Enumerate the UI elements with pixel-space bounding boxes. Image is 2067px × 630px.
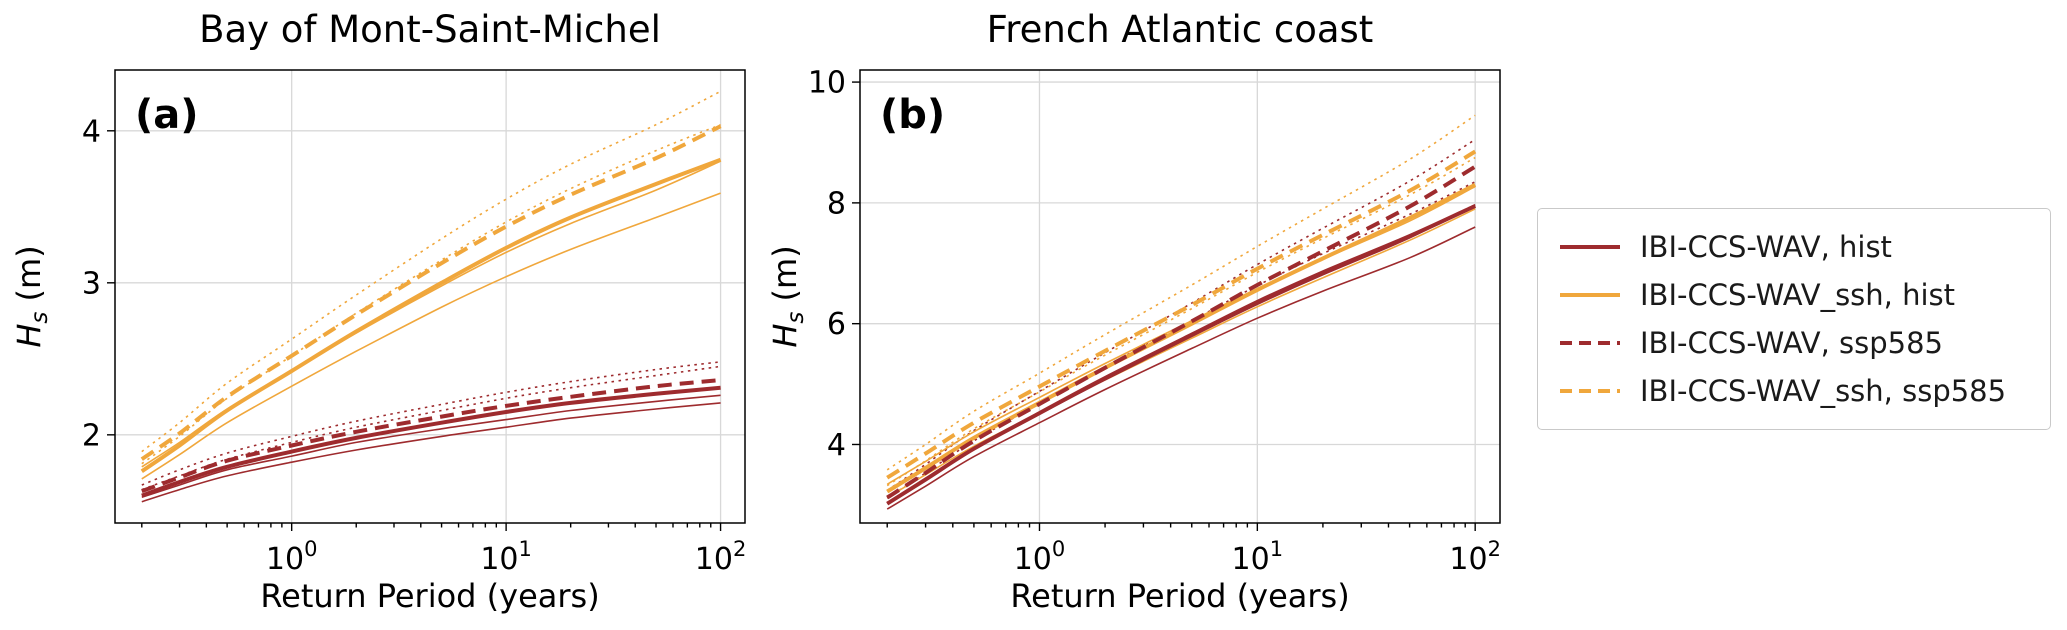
- x-tick-labels: 100 101 102: [1014, 537, 1501, 577]
- ci-lower-1: [141, 192, 721, 480]
- svg-text:102: 102: [695, 537, 747, 577]
- series-line-0: [886, 204, 1477, 506]
- legend-label: IBI-CCS-WAV_ssh, ssp585: [1640, 374, 2007, 408]
- legend-line-sample: [1560, 341, 1620, 345]
- legend-label: IBI-CCS-WAV, hist: [1640, 230, 1892, 264]
- ci-upper-2: [141, 361, 721, 486]
- svg-text:101: 101: [1232, 537, 1284, 577]
- svg-text:101: 101: [480, 537, 532, 577]
- legend-line-sample: [1560, 245, 1620, 249]
- grid: [860, 70, 1500, 523]
- panel-b-chart: 100 101 102 4 6 8 10 French Atlantic coast (b) Re…: [770, 8, 1501, 615]
- panel-a-chart: 100 101 102 2 3 4 Bay of Mont-Saint-Michel(a) R…: [10, 8, 746, 615]
- ci-upper-0: [141, 365, 721, 491]
- y-tick-labels: 4 6 8 10: [808, 66, 846, 463]
- chart-title: French Atlantic coast: [987, 8, 1374, 51]
- series-line-3: [886, 149, 1477, 480]
- svg-text:100: 100: [1014, 537, 1066, 577]
- series-line-2: [141, 378, 721, 493]
- series-lines: [886, 149, 1477, 506]
- series-line-1: [140, 157, 722, 473]
- y-axis-label: Hs (m): [10, 245, 53, 347]
- ci-upper-1: [141, 123, 721, 465]
- panel-label: (a): [135, 92, 199, 138]
- plot-border: [859, 69, 1501, 524]
- legend-label: IBI-CCS-WAV, ssp585: [1640, 326, 1943, 360]
- ci-upper-1: [886, 156, 1476, 487]
- svg-text:4: 4: [82, 114, 101, 149]
- ci-lower-2: [141, 394, 721, 498]
- x-axis-label: Return Period (years): [260, 577, 599, 615]
- y-axis-label: Hs (m): [770, 245, 809, 347]
- svg-text:8: 8: [827, 186, 846, 221]
- plot-border: [114, 69, 746, 524]
- series-line-0: [141, 385, 721, 498]
- ci-lower-1: [886, 208, 1476, 499]
- series-lines: [140, 124, 722, 498]
- chart-title: Bay of Mont-Saint-Michel: [199, 8, 661, 51]
- svg-text:3: 3: [82, 266, 101, 301]
- x-tick-labels: 100 101 102: [266, 537, 746, 577]
- series-line-2: [886, 164, 1477, 500]
- legend-entry: IBI-CCS-WAV, ssp585: [1558, 319, 2030, 367]
- legend-label: IBI-CCS-WAV_ssh, hist: [1640, 278, 1956, 312]
- grid: [115, 70, 745, 523]
- ci-upper-3: [141, 90, 721, 453]
- legend-entry: IBI-CCS-WAV, hist: [1558, 223, 2030, 271]
- tick-marks: [107, 130, 722, 531]
- ci-lower-0: [141, 402, 721, 503]
- svg-text:2: 2: [82, 418, 101, 453]
- ci-upper-0: [886, 180, 1476, 499]
- ci-lower-0: [886, 226, 1476, 510]
- legend: IBI-CCS-WAV, hist IBI-CCS-WAV_ssh, hist IB…: [1537, 208, 2051, 430]
- svg-text:6: 6: [827, 307, 846, 342]
- tick-marks: [852, 81, 1476, 531]
- panel-label: (b): [880, 92, 945, 138]
- svg-text:4: 4: [827, 428, 846, 463]
- ci-upper-3: [886, 114, 1476, 471]
- legend-line-sample: [1560, 389, 1620, 393]
- svg-text:102: 102: [1449, 537, 1501, 577]
- confidence-bounds: [141, 90, 721, 503]
- x-axis-label: Return Period (years): [1010, 577, 1349, 615]
- series-line-3: [140, 124, 722, 461]
- y-tick-labels: 2 3 4: [82, 114, 101, 453]
- legend-entry: IBI-CCS-WAV_ssh, hist: [1558, 271, 2030, 319]
- legend-line-sample: [1560, 293, 1620, 297]
- svg-text:100: 100: [266, 537, 318, 577]
- svg-text:10: 10: [808, 66, 846, 101]
- legend-entry: IBI-CCS-WAV_ssh, ssp585: [1558, 367, 2030, 415]
